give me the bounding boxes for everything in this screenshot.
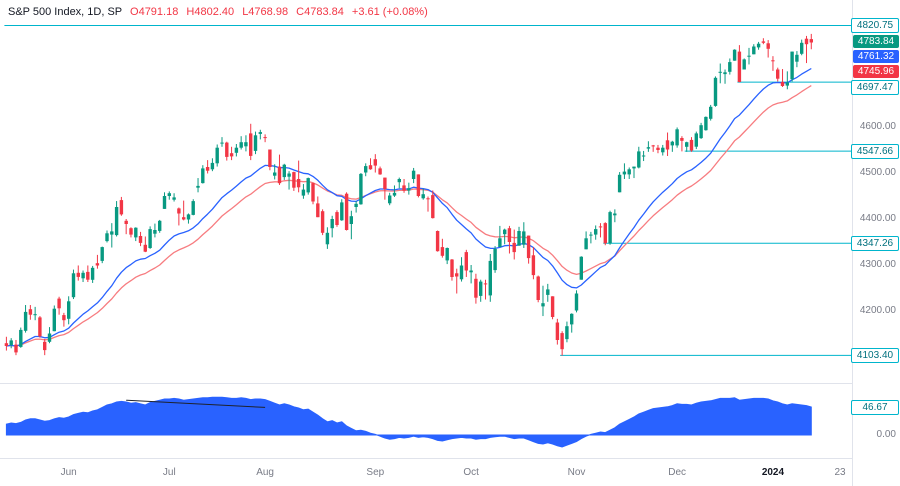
ma-slow-line[interactable] bbox=[6, 85, 812, 347]
time-axis-label: Aug bbox=[256, 467, 274, 478]
ohlc-high: H4802.40 bbox=[186, 6, 235, 18]
time-axis-label: 2024 bbox=[761, 467, 785, 478]
price-axis-label: 4200.00 bbox=[859, 305, 896, 316]
indicator-trendline[interactable] bbox=[126, 399, 266, 408]
pane-separators bbox=[0, 383, 900, 459]
time-axis-label: Nov bbox=[567, 467, 586, 478]
time-axis-label: Jun bbox=[60, 467, 77, 478]
level-price-badge: 4697.47 bbox=[851, 80, 899, 96]
time-axis-label: Jul bbox=[162, 467, 176, 478]
price-axis-label: 4500.00 bbox=[859, 167, 896, 178]
chart-legend: S&P 500 Index, 1D, SP O4791.18 H4802.40 … bbox=[8, 6, 428, 18]
indicator-zero-label: 0.00 bbox=[876, 429, 896, 440]
price-axis-label: 4400.00 bbox=[859, 213, 896, 224]
symbol-title[interactable]: S&P 500 Index, 1D, SP bbox=[8, 6, 122, 18]
time-axis-label: Dec bbox=[668, 467, 687, 478]
ma-slow-value-badge: 4745.96 bbox=[853, 65, 899, 79]
level-price-badge: 4347.26 bbox=[851, 236, 899, 252]
ohlc-open: O4791.18 bbox=[130, 6, 179, 18]
indicator-value-badge: 46.67 bbox=[851, 399, 899, 415]
level-price-badge: 4547.66 bbox=[851, 144, 899, 160]
ohlc-low: L4768.98 bbox=[242, 6, 289, 18]
ohlc-change: +3.61 (+0.08%) bbox=[351, 6, 428, 18]
ma-fast-value-badge: 4761.32 bbox=[853, 50, 899, 64]
ma-fast-line[interactable] bbox=[6, 67, 812, 347]
last-close-badge: 4783.84 bbox=[853, 35, 899, 49]
level-price-badge: 4820.75 bbox=[851, 18, 899, 34]
candlestick-series[interactable] bbox=[4, 33, 813, 356]
time-axis-label: Oct bbox=[463, 467, 479, 478]
level-price-badge: 4103.40 bbox=[851, 348, 899, 364]
time-axis-label: Sep bbox=[366, 467, 385, 478]
indicator-area[interactable] bbox=[5, 396, 812, 448]
price-axis-label: 4600.00 bbox=[859, 121, 896, 132]
price-axis[interactable]: 4600.00 4500.00 4400.00 4300.00 4200.00 4820.… bbox=[851, 0, 900, 486]
time-axis[interactable]: Jun Jul Aug Sep Oct Nov Dec 2024 23 bbox=[0, 459, 900, 486]
price-axis-label: 4300.00 bbox=[859, 259, 896, 270]
ohlc-close: C4783.84 bbox=[296, 6, 344, 18]
time-axis-label: 23 bbox=[834, 467, 846, 478]
